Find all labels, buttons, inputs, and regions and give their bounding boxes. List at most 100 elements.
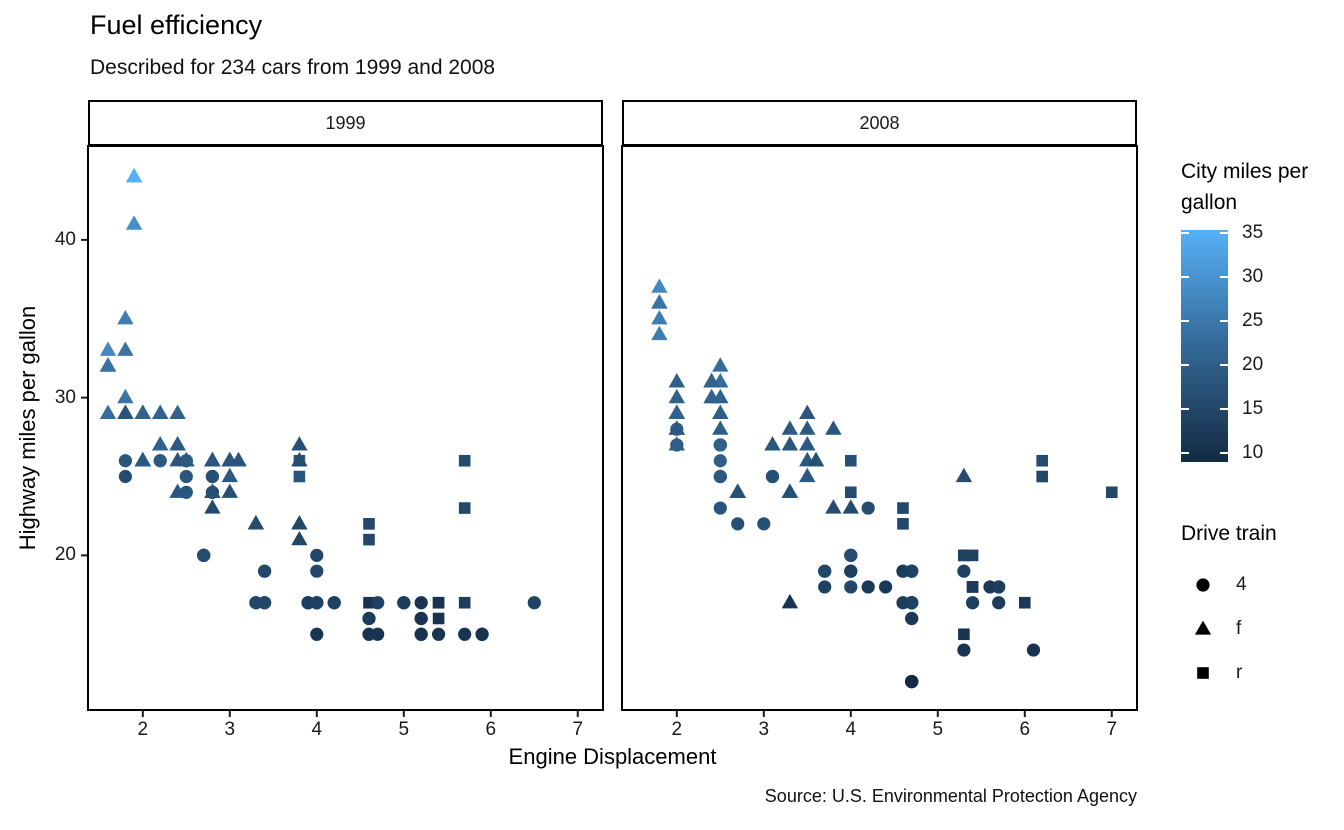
data-point-circle: [1026, 643, 1041, 657]
data-point-triangle: [291, 530, 308, 546]
colorbar-tick-mark: [1181, 363, 1189, 366]
colorbar-tick-label: 25: [1242, 309, 1264, 331]
x-tick-label: 2: [671, 719, 683, 740]
data-point-square: [363, 596, 375, 609]
data-point-triangle: [117, 404, 134, 420]
colorbar-tick-label: 20: [1242, 353, 1264, 375]
data-point-circle: [844, 564, 858, 578]
x-tick-label: 2: [137, 719, 149, 740]
data-point-triangle: [134, 404, 152, 420]
colorbar-tick-label: 10: [1242, 441, 1264, 463]
data-point-triangle: [99, 404, 117, 420]
data-point-triangle: [117, 341, 134, 356]
colorbar-tick-mark: [1181, 275, 1189, 278]
colorbar-tick-label: 15: [1242, 397, 1264, 419]
shape-legend-item-r: r: [1191, 658, 1311, 688]
data-point-circle: [818, 564, 832, 578]
data-point-circle: [992, 580, 1006, 594]
data-point-circle: [957, 564, 971, 578]
data-point-triangle: [291, 436, 308, 451]
data-point-circle: [475, 627, 489, 641]
data-point-circle: [414, 596, 428, 610]
data-point-triangle: [291, 451, 308, 467]
data-point-triangle: [807, 451, 825, 467]
x-tick-label: 5: [932, 719, 944, 740]
data-point-triangle: [799, 467, 816, 483]
data-point-circle: [905, 596, 919, 610]
data-point-triangle: [729, 483, 746, 498]
data-point-square: [897, 518, 909, 530]
data-point-square: [1036, 454, 1048, 467]
facet-strip-label: 2008: [859, 112, 900, 133]
data-point-triangle: [799, 404, 816, 420]
data-point-circle: [362, 611, 376, 626]
data-point-circle: [179, 469, 193, 484]
data-point-circle: [257, 564, 272, 578]
facet-strip-label: 1999: [325, 112, 366, 133]
data-point-circle: [527, 596, 541, 610]
data-point-circle: [327, 596, 341, 610]
data-point-triangle: [169, 404, 186, 420]
data-point-triangle: [668, 388, 686, 404]
data-point-square: [293, 470, 306, 483]
data-point-triangle: [712, 388, 729, 404]
data-point-circle: [861, 501, 875, 515]
panel-border-1999: [87, 145, 604, 711]
data-point-triangle: [221, 467, 238, 483]
panel-border-2008: [621, 145, 1138, 711]
data-point-circle: [713, 469, 727, 484]
data-point-triangle: [668, 404, 686, 420]
data-point-triangle: [781, 436, 799, 451]
colorbar-tick-mark: [1220, 451, 1228, 454]
data-point-square: [458, 596, 471, 609]
data-point-triangle: [712, 357, 729, 372]
data-point-triangle: [204, 451, 221, 467]
x-tick-label: 3: [758, 719, 770, 740]
data-point-circle: [844, 548, 858, 562]
x-tick-label: 5: [398, 719, 410, 740]
data-point-square: [1018, 596, 1031, 609]
data-point-circle: [179, 485, 193, 499]
data-point-triangle: [99, 357, 117, 372]
colorbar-tick-mark: [1181, 231, 1189, 234]
data-point-circle: [713, 454, 727, 468]
data-point-circle: [844, 580, 858, 594]
data-point-circle: [310, 564, 324, 578]
data-point-square: [1036, 470, 1048, 483]
data-point-circle: [414, 627, 428, 641]
data-point-square: [363, 518, 375, 530]
data-point-triangle: [842, 499, 859, 514]
data-point-triangle: [204, 483, 221, 498]
data-point-triangle: [651, 278, 668, 293]
shape-legend-title: Drive train: [1181, 522, 1277, 545]
data-point-square: [458, 454, 471, 467]
y-tick-label: 30: [54, 386, 76, 408]
data-point-square: [363, 533, 375, 546]
x-tick-label: 7: [1106, 719, 1118, 740]
colorbar-tick-label: 30: [1242, 265, 1264, 287]
data-point-circle: [310, 627, 324, 641]
data-point-square: [966, 581, 979, 593]
y-tick-label: 20: [54, 544, 76, 566]
x-tick-label: 6: [1019, 719, 1031, 740]
triangle-key-icon: [1191, 617, 1215, 641]
data-point-circle: [713, 501, 727, 515]
data-point-triangle: [668, 420, 686, 435]
data-point-triangle: [125, 215, 143, 230]
data-point-circle: [765, 469, 780, 484]
data-point-square: [432, 612, 445, 625]
data-point-triangle: [825, 420, 842, 435]
data-point-triangle: [712, 404, 729, 420]
x-tick-label: 4: [311, 719, 323, 740]
data-point-triangle: [799, 436, 816, 451]
data-point-circle: [118, 454, 133, 468]
data-point-circle: [153, 454, 167, 468]
data-point-triangle: [221, 483, 238, 498]
colorbar-tick-label: 35: [1242, 221, 1264, 243]
colorbar-tick-mark: [1181, 451, 1189, 454]
shape-legend-label: f: [1236, 618, 1242, 639]
data-point-triangle: [781, 420, 799, 435]
data-point-triangle: [781, 593, 799, 609]
data-point-triangle: [651, 309, 668, 325]
data-point-circle: [992, 596, 1006, 610]
